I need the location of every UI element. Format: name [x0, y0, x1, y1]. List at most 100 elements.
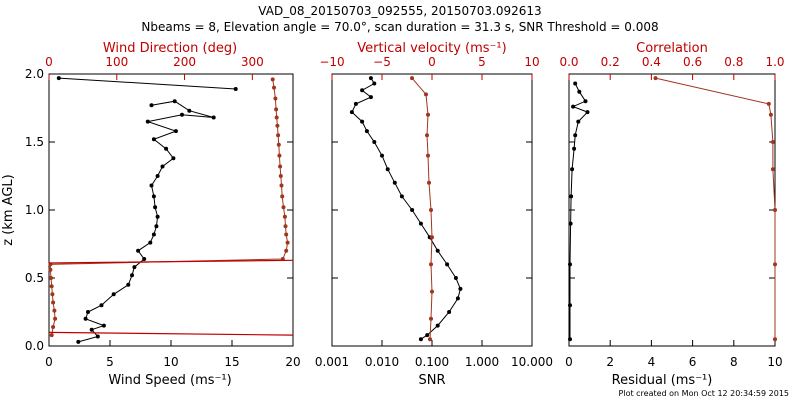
series-point: [49, 284, 54, 289]
wind-panel: Wind Direction (deg) Wind Speed (ms⁻¹) z…: [1, 41, 301, 388]
series-point: [172, 99, 177, 104]
series-point: [52, 308, 57, 313]
bottom-tick-label: 10.000: [511, 355, 553, 369]
series-line: [48, 259, 294, 336]
y-tick-label: 0.5: [25, 271, 44, 285]
residual-panel-frame: [568, 73, 776, 347]
series-point: [89, 327, 94, 332]
series-point: [766, 101, 771, 106]
figure-title-line1: VAD_08_20150703_092555, 20150703.092613: [258, 4, 541, 18]
series-point: [101, 323, 106, 328]
series-point: [276, 142, 281, 147]
series-point: [364, 129, 369, 134]
top-tick-label: 1.0: [765, 55, 784, 69]
series-point: [585, 110, 590, 115]
series-point: [278, 174, 283, 178]
series-point: [53, 316, 58, 321]
top-tick-label: 5: [478, 55, 486, 69]
series-point: [274, 115, 279, 120]
series-point: [428, 337, 432, 342]
top-tick-label: 0: [428, 55, 436, 69]
series-point: [56, 76, 61, 81]
series-point: [568, 221, 573, 226]
bottom-tick-label: 0.010: [365, 355, 399, 369]
series-point: [455, 296, 460, 301]
bottom-tick-label: 15: [224, 355, 239, 369]
series-line: [351, 77, 461, 340]
series-point: [453, 276, 458, 280]
series-point: [573, 133, 578, 138]
series-point: [653, 76, 658, 81]
bottom-tick-label: 10: [767, 355, 782, 369]
series-point: [424, 92, 428, 97]
series-point: [151, 194, 156, 199]
series-point: [572, 146, 577, 151]
series-line: [569, 83, 589, 340]
series-point: [277, 153, 282, 158]
series-point: [571, 104, 576, 109]
series-point: [410, 208, 415, 212]
series-point: [435, 323, 440, 328]
series-point: [211, 115, 216, 120]
series-point: [768, 112, 773, 117]
bottom-tick-label: 10: [163, 355, 178, 369]
series-point: [111, 292, 116, 297]
series-point: [426, 112, 430, 117]
series-point: [284, 232, 289, 237]
series-point: [368, 76, 373, 81]
series-point: [279, 183, 284, 188]
series-point: [576, 119, 581, 124]
series-line: [78, 100, 214, 343]
series-point: [568, 303, 572, 308]
series-point: [569, 194, 574, 199]
series-point: [430, 235, 434, 240]
series-point: [154, 224, 159, 229]
series-point: [145, 119, 150, 124]
series-point: [99, 303, 104, 308]
series-point: [770, 140, 775, 144]
top-tick-label: 10: [524, 55, 539, 69]
series-point: [142, 257, 147, 261]
y-tick-label: 1.0: [25, 203, 44, 217]
series-point: [282, 214, 287, 219]
snr-panel: Vertical velocity (ms⁻¹) SNR 0.001 0.010 0…: [315, 41, 553, 388]
series-point: [126, 282, 131, 287]
series-point: [429, 208, 433, 212]
series-point: [149, 103, 154, 108]
plot-created-note: Plot created on Mon Oct 12 20:34:59 2015: [619, 389, 789, 398]
series-point: [275, 123, 280, 128]
series-point: [155, 174, 160, 178]
bottom-tick-label: 0.001: [315, 355, 349, 369]
wind-speed-axis-label: Wind Speed (ms⁻¹): [108, 373, 231, 388]
series-point: [276, 133, 281, 138]
series-point: [372, 140, 377, 144]
series-point: [380, 153, 384, 158]
series-point: [283, 224, 288, 229]
bottom-tick-label: 4: [648, 355, 656, 369]
y-tick-label: 0.0: [25, 339, 44, 353]
bottom-tick-label: 20: [285, 355, 300, 369]
series-point: [773, 337, 777, 342]
residual-axis-label: Residual (ms⁻¹): [612, 373, 713, 388]
series-point: [425, 133, 429, 138]
vertical-velocity-axis-label: Vertical velocity (ms⁻¹): [357, 41, 506, 56]
residual-panel: Correlation Residual (ms⁻¹) 0 2 4 6 8 10 0.0 0.…: [559, 41, 784, 388]
series-point: [399, 194, 404, 199]
series-point: [429, 316, 433, 321]
top-tick-label: 0: [45, 55, 53, 69]
series-point: [285, 240, 290, 245]
series-point: [151, 137, 156, 142]
series-point: [425, 333, 430, 338]
series-point: [447, 310, 452, 314]
top-tick-label: 100: [105, 55, 128, 69]
figure-title-line2: Nbeams = 8, Elevation angle = 70.0°, sca…: [141, 20, 658, 34]
bottom-tick-label: 0: [565, 355, 573, 369]
wind-direction-axis-label: Wind Direction (deg): [103, 41, 237, 56]
series-point: [273, 96, 278, 101]
series-point: [173, 129, 178, 134]
series-point: [773, 208, 777, 212]
series-point: [418, 221, 423, 226]
top-tick-label: −5: [373, 55, 391, 69]
height-axis-label: z (km AGL): [1, 174, 16, 245]
